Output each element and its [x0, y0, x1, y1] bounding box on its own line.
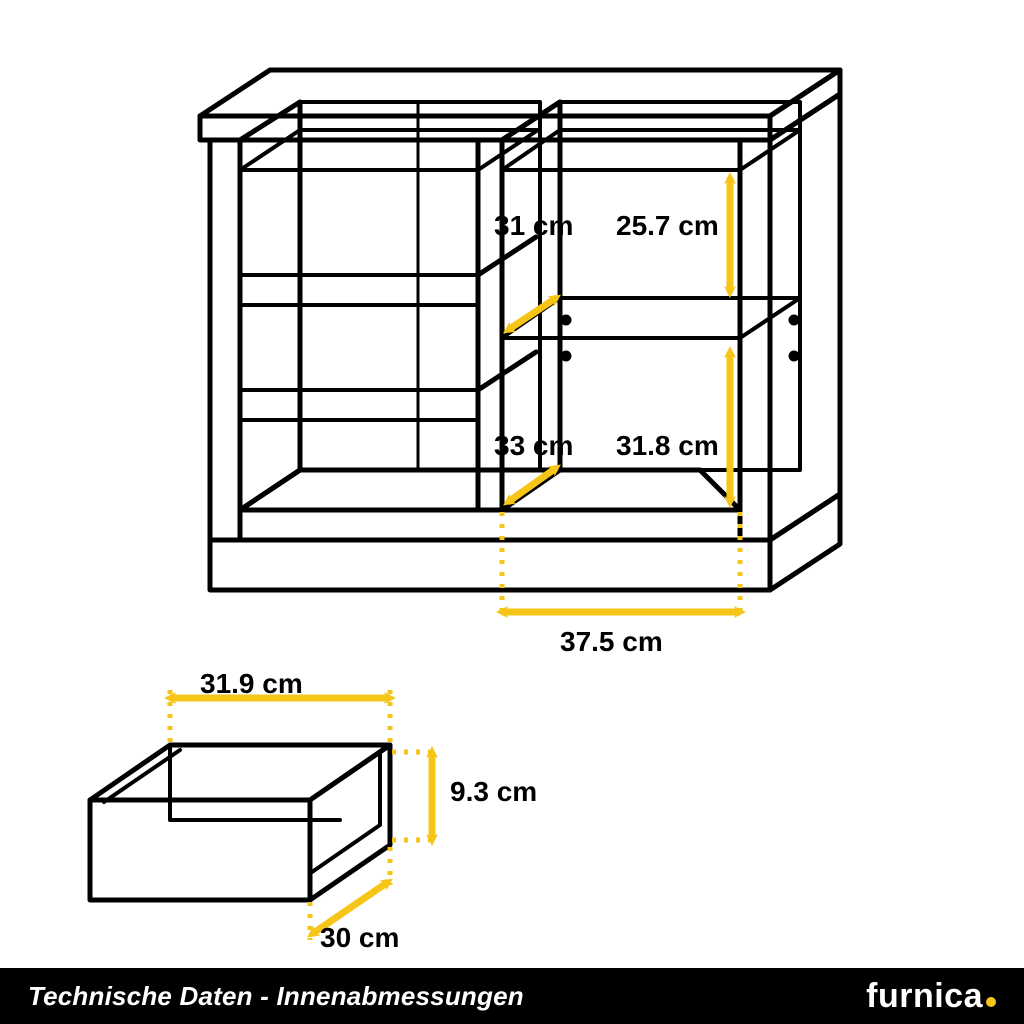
brand-logo: furnica: [866, 977, 996, 1016]
footer-bar: Technische Daten - Innenabmessungen furn…: [0, 968, 1024, 1024]
dim-drawer-height: 9.3 cm: [450, 776, 537, 808]
dim-drawer-width: 31.9 cm: [200, 668, 303, 700]
dim-width-section: 37.5 cm: [560, 626, 663, 658]
brand-text: furnica: [866, 977, 983, 1016]
footer-title: Technische Daten - Innenabmessungen: [28, 981, 524, 1012]
dim-height-bottom: 31.8 cm: [616, 430, 719, 462]
dim-depth-bottom: 33 cm: [494, 430, 573, 462]
diagram-area: 31 cm 25.7 cm 33 cm 31.8 cm 37.5 cm 31.9…: [0, 0, 1024, 1024]
dim-height-top: 25.7 cm: [616, 210, 719, 242]
cabinet-diagram: [0, 0, 1024, 1024]
brand-dot-icon: [986, 997, 996, 1007]
dim-drawer-depth: 30 cm: [320, 922, 399, 954]
dim-depth-top: 31 cm: [494, 210, 573, 242]
